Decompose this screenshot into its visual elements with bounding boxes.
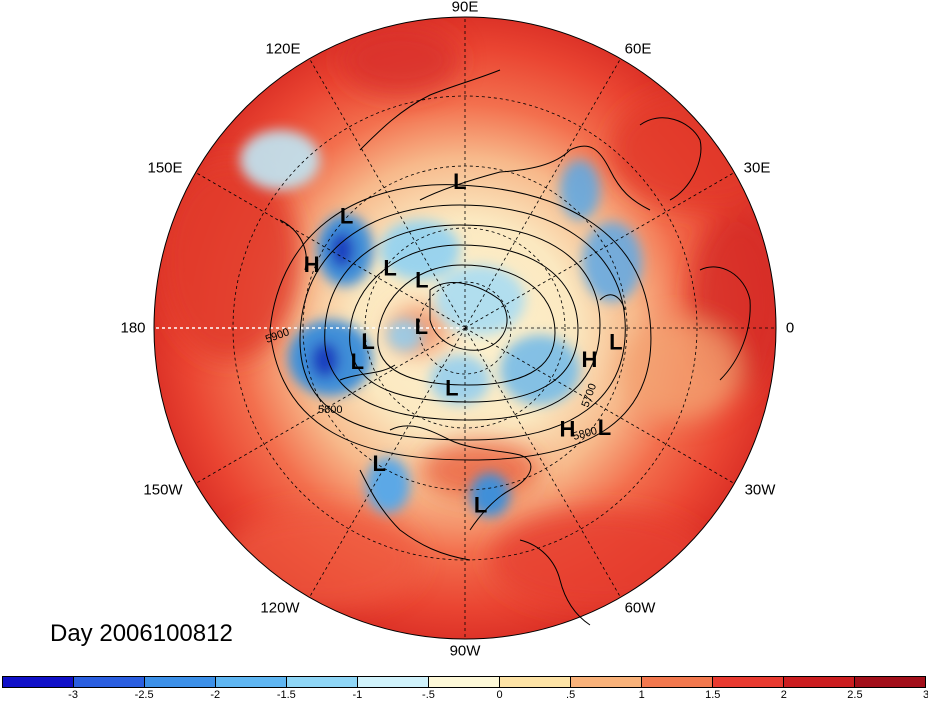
low-pressure-marker: L (445, 376, 458, 401)
meridian-line (195, 327, 466, 484)
map-boundary (153, 16, 777, 640)
meridian-lines (154, 17, 776, 639)
low-pressure-marker: L (453, 169, 466, 194)
meridian-line (464, 327, 735, 484)
high-pressure-marker: H (581, 347, 597, 372)
colorbar-tick-label: 2 (780, 689, 787, 701)
meridian-line (464, 172, 735, 329)
low-pressure-marker: L (415, 268, 428, 293)
lon-label-60e: 60E (624, 40, 652, 58)
low-pressure-marker: L (361, 329, 374, 354)
colorbar-box (571, 677, 642, 687)
colorbar-box (3, 677, 74, 687)
colorbar-tick-label: -3 (68, 689, 78, 701)
colorbar-tick-label: .5 (566, 689, 576, 701)
colorbar-tick-label: 3 (922, 689, 928, 701)
lon-label-150e: 150E (147, 159, 183, 177)
coastlines (279, 69, 751, 626)
colorbar-box (287, 677, 358, 687)
colorbar-tick-label: 0 (496, 689, 503, 701)
meridian-line (309, 327, 466, 598)
colorbar-box (784, 677, 855, 687)
meridian-line (195, 172, 466, 329)
colorbar-tick-label: -2 (210, 689, 221, 701)
colorbar-tick-label: 1 (638, 689, 645, 701)
colorbar-tick-label: -1 (352, 689, 363, 701)
colorbar-box (216, 677, 287, 687)
colorbar (2, 676, 926, 688)
colorbar-box (855, 677, 925, 687)
colorbar-box (74, 677, 145, 687)
height-contours (269, 184, 652, 461)
colorbar-box (429, 677, 500, 687)
colorbar-box (358, 677, 429, 687)
lon-label-90w: 90W (449, 642, 481, 660)
colorbar-tick-label: -2.5 (134, 689, 154, 701)
lon-label-60w: 60W (624, 599, 656, 617)
meridian-line (464, 327, 621, 598)
low-pressure-marker: L (340, 203, 353, 228)
colorbar-box (145, 677, 216, 687)
low-pressure-marker: L (383, 255, 396, 280)
low-pressure-marker: L (372, 451, 385, 476)
lon-label-30e: 30E (743, 159, 771, 177)
lon-label-30w: 30W (744, 481, 776, 499)
lon-label-120e: 120E (265, 40, 301, 58)
low-pressure-marker: L (474, 493, 487, 518)
lon-label-150w: 150W (143, 481, 183, 499)
lon-label-180: 180 (120, 319, 146, 337)
low-pressure-marker: L (609, 330, 622, 355)
colorbar-tick-label: -1.5 (276, 689, 296, 701)
lon-label-120w: 120W (260, 599, 300, 617)
low-pressure-marker: L (415, 314, 428, 339)
lon-label-90e: 90E (451, 0, 479, 16)
contour-label: 5800 (318, 404, 342, 416)
low-pressure-marker: L (351, 349, 364, 374)
low-pressure-marker: L (598, 415, 611, 440)
meridian-line (309, 58, 466, 329)
colorbar-tick-label: -.5 (422, 689, 435, 701)
colorbar-box (713, 677, 784, 687)
high-pressure-marker: H (560, 416, 576, 441)
colorbar-tick-label: 1.5 (705, 689, 721, 701)
colorbar-tick-label: 2.5 (847, 689, 863, 701)
colorbar-box (500, 677, 571, 687)
meridian-line (464, 58, 621, 329)
high-pressure-marker: H (304, 252, 320, 277)
lon-label-0: 0 (785, 319, 795, 337)
date-label: Day 2006100812 (50, 620, 233, 647)
colorbar-box (642, 677, 713, 687)
